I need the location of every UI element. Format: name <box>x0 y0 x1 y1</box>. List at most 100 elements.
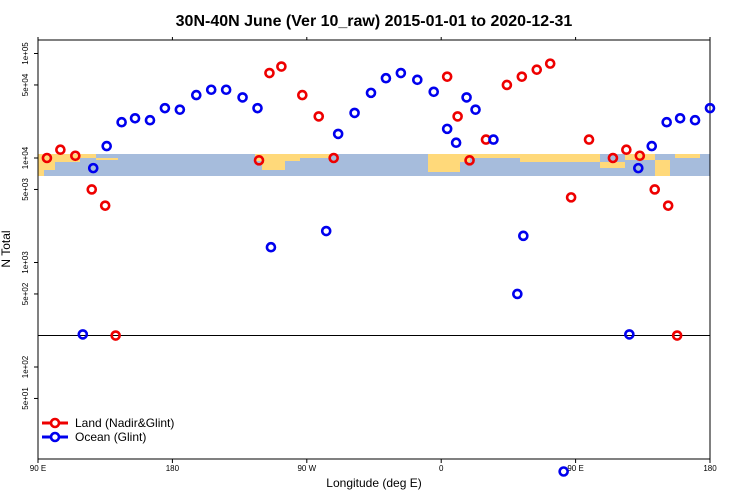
map-land <box>520 154 600 162</box>
map-land <box>285 154 330 158</box>
map-land <box>96 158 118 160</box>
ocean-point <box>450 137 462 149</box>
ocean-point <box>488 134 499 145</box>
land-point <box>441 71 453 82</box>
land-point <box>634 150 646 162</box>
land-point <box>313 111 325 122</box>
map-land <box>470 154 520 158</box>
legend: Land (Nadir&Glint)Ocean (Glint) <box>42 416 174 444</box>
land-point <box>264 67 275 79</box>
ocean-point <box>349 107 360 119</box>
map-land <box>428 162 460 172</box>
land-point <box>452 111 463 122</box>
land-point <box>544 58 556 69</box>
y-tick-label: 1e+05 <box>21 42 30 65</box>
map-land <box>80 154 96 158</box>
ocean-point <box>704 102 716 114</box>
land-point <box>55 144 66 156</box>
y-axis: 1e+05 5e+04 1e+04 5e+03 1e+03 5e+02 1e+02 5e+01 <box>21 42 38 410</box>
ocean-point <box>159 102 171 114</box>
map-land <box>262 161 285 170</box>
land-point <box>70 150 81 162</box>
ocean-point <box>441 123 453 135</box>
legend-label: Ocean (Glint) <box>75 430 146 444</box>
land-point <box>110 330 121 341</box>
land-point <box>607 152 619 164</box>
y-tick-label: 1e+02 <box>21 355 30 378</box>
land-point <box>297 89 308 101</box>
land-point <box>516 71 528 82</box>
land-point <box>328 152 339 164</box>
ocean-point <box>129 112 141 124</box>
ocean-point <box>101 140 112 152</box>
ocean-point <box>470 104 481 115</box>
land-point <box>671 330 683 341</box>
ocean-point <box>624 329 635 340</box>
land-point <box>276 61 287 72</box>
land-point <box>583 134 595 145</box>
legend-marker <box>49 417 61 429</box>
ocean-point <box>205 84 217 96</box>
ocean-point <box>395 67 407 79</box>
x-axis: 90 E 180 90 W 0 90 E 180 <box>30 37 717 473</box>
y-axis-label: N Total <box>0 230 13 267</box>
data-points <box>41 58 716 477</box>
y-tick-label: 1e+04 <box>21 146 30 169</box>
ocean-point <box>237 92 248 103</box>
ocean-point <box>689 114 701 126</box>
map-land <box>428 154 470 162</box>
land-point <box>621 144 632 156</box>
land-point <box>99 200 111 211</box>
map-land <box>675 154 700 158</box>
ocean-point <box>190 89 202 101</box>
y-tick-label: 1e+03 <box>21 251 30 274</box>
map-land <box>625 154 655 160</box>
ocean-point <box>633 162 644 174</box>
x-tick-label: 90 E <box>567 464 583 473</box>
map-land <box>655 160 670 176</box>
land-point <box>649 184 661 195</box>
land-point <box>253 155 265 166</box>
x-tick-label: 0 <box>439 464 444 473</box>
map-land <box>38 154 44 176</box>
map-land <box>600 162 625 168</box>
plot-frame <box>37 39 711 460</box>
x-tick-label: 180 <box>703 464 717 473</box>
map-land <box>255 154 300 161</box>
ocean-point <box>144 114 156 126</box>
ocean-point <box>116 116 127 128</box>
ocean-point <box>661 116 672 128</box>
ocean-point <box>412 74 423 86</box>
y-tick-label: 5e+02 <box>21 282 30 305</box>
legend-label: Land (Nadir&Glint) <box>75 416 174 430</box>
ocean-point <box>332 128 344 140</box>
land-point <box>662 200 674 211</box>
ocean-point <box>320 225 332 237</box>
land-point <box>565 192 577 203</box>
ocean-point <box>428 86 440 98</box>
y-tick-label: 5e+04 <box>21 73 30 96</box>
y-tick-label: 5e+01 <box>21 387 30 410</box>
ocean-point <box>87 162 99 174</box>
ocean-point <box>380 72 392 84</box>
ocean-point <box>518 230 529 242</box>
land-point <box>41 152 53 164</box>
x-axis-label: Longitude (deg E) <box>326 476 421 490</box>
y-tick-label: 5e+03 <box>21 178 30 201</box>
ocean-point <box>365 87 377 99</box>
ocean-point <box>174 104 186 115</box>
ocean-point <box>461 92 472 103</box>
ocean-point <box>220 84 232 96</box>
x-tick-label: 90 W <box>297 464 316 473</box>
land-point <box>464 155 475 166</box>
legend-marker <box>49 431 61 443</box>
chart-title: 30N-40N June (Ver 10_raw) 2015-01-01 to … <box>176 13 573 30</box>
land-point <box>86 184 98 195</box>
ocean-point <box>674 112 686 124</box>
ocean-point <box>646 140 658 152</box>
ocean-point <box>558 466 569 477</box>
ocean-point <box>265 241 277 253</box>
land-point <box>501 79 513 91</box>
land-point <box>531 64 543 75</box>
